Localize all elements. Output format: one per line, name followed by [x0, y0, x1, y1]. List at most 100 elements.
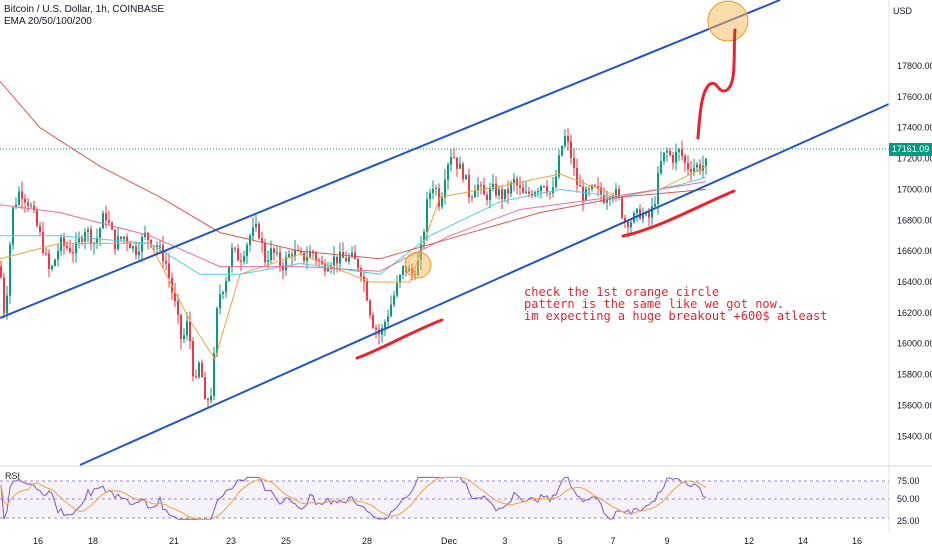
- candle-body: [141, 237, 143, 252]
- annotation-text[interactable]: check the 1st orange circle pattern is t…: [524, 286, 827, 322]
- time-tick-label: 25: [281, 536, 291, 546]
- candle-body: [345, 257, 347, 262]
- candle-body: [210, 395, 212, 401]
- price-axis[interactable]: 15400.00 15600.00 15800.00 16000.00 16200.00…: [897, 61, 932, 441]
- candle-body: [207, 399, 209, 401]
- candle-body: [294, 249, 296, 257]
- candle-body: [456, 157, 458, 169]
- candle-body: [156, 245, 158, 248]
- candle-body: [393, 295, 395, 305]
- candle-body: [180, 314, 182, 340]
- candle-body: [453, 157, 455, 159]
- candle-body: [375, 327, 377, 330]
- candle-body: [351, 252, 353, 258]
- candle-body: [684, 155, 686, 163]
- candle-body: [246, 244, 248, 257]
- candle-body: [627, 221, 629, 228]
- time-tick-label: 5: [557, 536, 562, 546]
- time-tick-label: 9: [664, 536, 669, 546]
- candle-body: [240, 260, 242, 262]
- candle-body: [252, 227, 254, 236]
- candle-body: [681, 149, 683, 156]
- candle-body: [396, 282, 398, 296]
- candle-body: [651, 206, 653, 218]
- channel-upper-line[interactable]: [0, 0, 781, 319]
- candle-body: [687, 162, 689, 170]
- candle-body: [126, 236, 128, 243]
- candle-body: [33, 205, 35, 211]
- candle-body: [201, 362, 203, 378]
- ema-line: [0, 165, 707, 361]
- time-tick-label: Dec: [441, 536, 458, 546]
- candle-body: [219, 294, 221, 309]
- candle-body: [327, 268, 329, 272]
- candle-body: [447, 164, 449, 180]
- candle-body: [57, 250, 59, 260]
- candle-body: [72, 252, 74, 254]
- candle-body: [24, 198, 26, 203]
- support-underline-1[interactable]: [355, 318, 444, 360]
- candle-body: [567, 136, 569, 142]
- candle-body: [600, 187, 602, 196]
- indicator-label[interactable]: EMA 20/50/100/200: [4, 16, 92, 27]
- candle-body: [150, 239, 152, 247]
- candle-body: [270, 248, 272, 261]
- candle-body: [615, 188, 617, 196]
- candle-body: [543, 186, 545, 188]
- chart-title[interactable]: Bitcoin / U.S. Dollar, 1h, COINBASE: [4, 4, 165, 15]
- time-tick-label: 16: [852, 536, 862, 546]
- candle-body: [366, 281, 368, 301]
- channel-lower-line[interactable]: [79, 103, 890, 466]
- ema-line: [0, 81, 707, 260]
- candle-body: [402, 265, 404, 275]
- candle-body: [222, 292, 224, 295]
- candle-body: [21, 191, 23, 199]
- candle-body: [303, 252, 305, 261]
- time-axis[interactable]: 16 18 21 23 25 28 Dec 3 5 7 9 12 14 16: [33, 536, 862, 546]
- candle-body: [309, 251, 311, 258]
- candle-body: [648, 212, 650, 218]
- candle-body: [15, 204, 17, 208]
- candle-body: [216, 308, 218, 354]
- candle-body: [123, 236, 125, 239]
- support-underline-2[interactable]: [621, 189, 736, 238]
- pattern-circle[interactable]: [404, 251, 432, 279]
- candle-body: [426, 199, 428, 232]
- candle-body: [666, 151, 668, 153]
- candle-body: [465, 174, 467, 180]
- candle-body: [132, 246, 134, 249]
- projection-path[interactable]: [696, 28, 737, 140]
- candle-body: [129, 242, 131, 249]
- candle-body: [636, 208, 638, 214]
- time-tick-label: 21: [169, 536, 179, 546]
- candle-body: [267, 260, 269, 262]
- candle-body: [519, 185, 521, 188]
- target-circle[interactable]: [707, 0, 749, 42]
- annotation-line: check the 1st orange circle: [524, 285, 720, 299]
- candle-body: [480, 184, 482, 186]
- candle-body: [78, 238, 80, 243]
- price-tick-label: 17200.00: [897, 154, 932, 164]
- time-tick-label: 7: [610, 536, 615, 546]
- candle-body: [468, 174, 470, 198]
- candle-body: [495, 183, 497, 196]
- candle-body: [63, 237, 65, 246]
- candle-body: [450, 157, 452, 165]
- candle-body: [204, 377, 206, 400]
- candle-body: [192, 341, 194, 377]
- candle-body: [288, 254, 290, 258]
- candle-body: [492, 183, 494, 189]
- candle-body: [516, 178, 518, 186]
- candle-body: [372, 315, 374, 328]
- candle-body: [540, 186, 542, 191]
- candle-body: [369, 300, 371, 316]
- rsi-tick-label: 75.00: [897, 476, 920, 486]
- candle-body: [597, 186, 599, 188]
- price-tick-label: 16400.00: [897, 277, 932, 287]
- rsi-title[interactable]: RSI: [5, 471, 21, 481]
- candle-body: [27, 202, 29, 207]
- candle-body: [639, 208, 641, 219]
- candle-body: [87, 229, 89, 232]
- candle-body: [438, 188, 440, 207]
